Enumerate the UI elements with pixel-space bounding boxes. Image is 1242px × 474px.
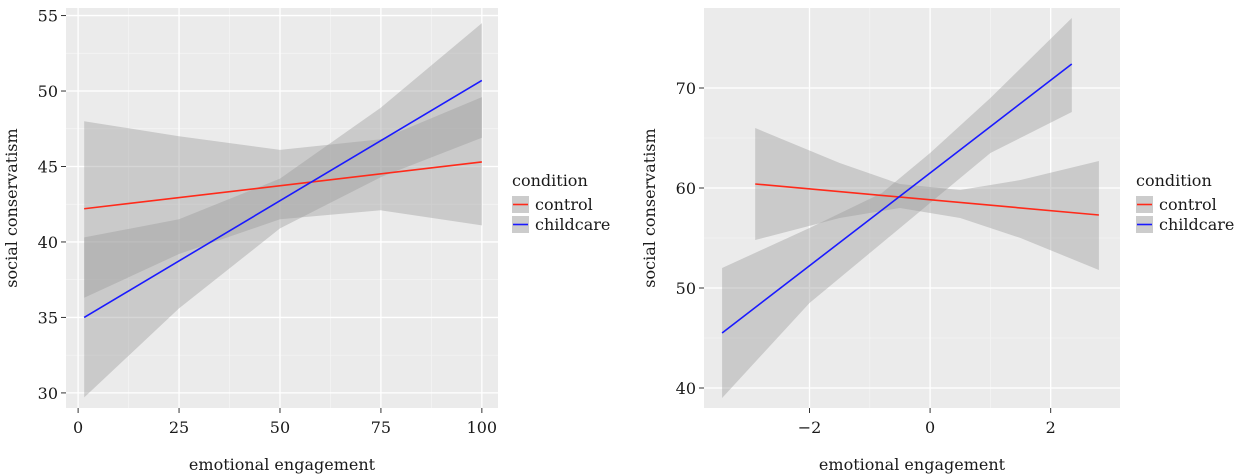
y-tick-label: 45 — [38, 157, 58, 176]
plot-background — [66, 8, 498, 408]
x-tick-label: 75 — [371, 418, 391, 437]
confidence-band-childcare — [722, 18, 1072, 398]
series-line-childcare — [721, 63, 1073, 334]
y-tick-label: 50 — [38, 82, 58, 101]
x-tick-label: 50 — [270, 418, 290, 437]
legend-label-childcare: childcare — [535, 215, 610, 234]
y-axis-title: social conservatism — [640, 128, 659, 287]
legend-label-control: control — [535, 195, 593, 214]
y-axis-title: social conservatism — [2, 128, 21, 287]
x-tick-label: 0 — [925, 418, 935, 437]
y-tick-label: 35 — [38, 308, 58, 327]
legend-label-control: control — [1159, 195, 1217, 214]
legend-title: condition — [1136, 171, 1212, 190]
x-axis-title: emotional engagement — [189, 455, 376, 474]
x-axis-title: emotional engagement — [819, 455, 1006, 474]
y-tick-label: 40 — [38, 233, 58, 252]
chart-panel-1: 0 25 50 75 100 30 35 40 45 50 55 emotional engageme… — [2, 7, 610, 474]
y-tick-label: 55 — [38, 7, 58, 26]
y-tick-label: 70 — [676, 79, 696, 98]
series-line-childcare — [83, 79, 483, 319]
y-tick-label: 50 — [676, 279, 696, 298]
legend-title: condition — [512, 171, 588, 190]
x-tick-label: 2 — [1046, 418, 1056, 437]
series-line-control — [84, 161, 482, 210]
series-line-control — [755, 183, 1099, 216]
chart-panel-2: −2 0 2 40 50 60 70 emotional engagement social c… — [640, 8, 1234, 474]
x-tick-label: 100 — [467, 418, 498, 437]
x-tick-label: −2 — [798, 418, 822, 437]
legend-label-childcare: childcare — [1159, 215, 1234, 234]
y-tick-label: 60 — [676, 179, 696, 198]
x-tick-label: 25 — [169, 418, 189, 437]
x-tick-label: 0 — [73, 418, 83, 437]
confidence-band-control — [84, 97, 482, 298]
confidence-band-childcare — [84, 23, 482, 398]
y-tick-label: 30 — [38, 384, 58, 403]
y-tick-label: 40 — [676, 379, 696, 398]
